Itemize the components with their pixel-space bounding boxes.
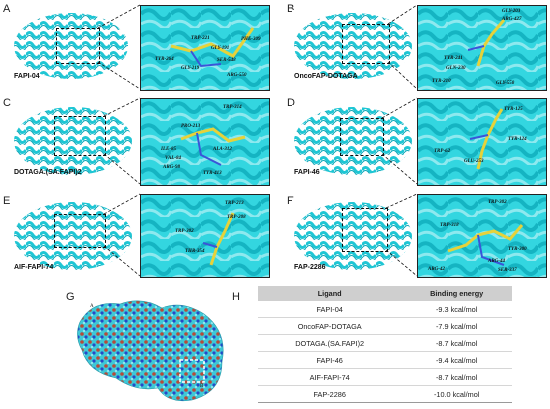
residue-label: ILE-85 <box>161 147 176 152</box>
binding-energy-table: Ligand Binding energy FAPI-04 -9.3 kcal/… <box>258 286 512 403</box>
residue-label: GLY-219 <box>181 66 200 71</box>
residue-label: GLY-203 <box>502 9 521 14</box>
residue-label: ARG-427 <box>502 17 522 22</box>
ligand-cell: AIF-FAPI-74 <box>258 368 402 386</box>
residue-label: ARG-44 <box>488 259 505 264</box>
ligand-label-e: AIF-FAPI-74 <box>14 264 54 271</box>
surface-marker-a: A <box>90 304 94 309</box>
panel-letter-h: H <box>232 291 240 303</box>
table-row: FAPI-46 -9.4 kcal/mol <box>258 351 512 369</box>
ligand-cell: FAP-2286 <box>258 385 402 403</box>
zoom-view-e: TRP-213 TRP-208 TRP-302 THR-354 <box>140 194 270 278</box>
zoom-view-c: PRO-213 TRP-314 ALA-312 ILE-85 VAL-84 AR… <box>140 98 270 186</box>
dashed-box-d <box>340 118 384 156</box>
dashed-box-f <box>342 208 388 252</box>
surface-marker-b: B <box>200 384 204 389</box>
residue-label: THR-354 <box>185 249 205 254</box>
panel-letter-g: G <box>66 291 75 303</box>
residue-label: PHE-309 <box>241 37 261 42</box>
panel-letter-f: F <box>287 195 294 207</box>
residue-label: TRP-213 <box>225 201 244 206</box>
column-header-binding-energy: Binding energy <box>401 286 512 301</box>
energy-cell: -9.3 kcal/mol <box>401 301 512 318</box>
ligand-label-d: FAPI-46 <box>294 169 320 176</box>
residue-label: TRP-302 <box>488 200 507 205</box>
dashed-box-b <box>342 24 390 64</box>
ligand-label-b: OncoFAP-DOTAGA <box>294 73 358 80</box>
energy-cell: -9.4 kcal/mol <box>401 351 512 369</box>
ligand-cell: FAPI-46 <box>258 351 402 369</box>
ligand-label-a: FAPI-04 <box>14 73 40 80</box>
panel-letter-d: D <box>287 97 295 109</box>
panel-letter-b: B <box>287 3 295 15</box>
table-row: FAPI-04 -9.3 kcal/mol <box>258 301 512 318</box>
residue-label: TYR-264 <box>155 57 174 62</box>
residue-label: ALA-312 <box>213 147 232 152</box>
ligand-cell: FAPI-04 <box>258 301 402 318</box>
dashed-box-a <box>56 28 100 64</box>
table-row: OncoFAP-DOTAGA -7.9 kcal/mol <box>258 317 512 335</box>
residue-label: TYR-124 <box>508 137 527 142</box>
residue-label: TYR-210 <box>432 79 451 84</box>
energy-cell: -8.7 kcal/mol <box>401 334 512 352</box>
residue-label: GLY-550 <box>496 81 515 86</box>
protein-ribbon-b <box>292 10 414 80</box>
ligand-cell: DOTAGA.(SA.FAPI)2 <box>258 334 402 352</box>
residue-label: TYR-413 <box>203 171 222 176</box>
residue-label: SER-337 <box>498 268 517 273</box>
residue-label: TRP-302 <box>175 229 194 234</box>
ligand-label-f: FAP-2286 <box>294 264 326 271</box>
table-header-row: Ligand Binding energy <box>258 286 512 301</box>
panel-letter-c: C <box>3 97 11 109</box>
residue-label: ARG-98 <box>163 165 180 170</box>
ligand-label-c: DOTAGA.(SA.FAPI)2 <box>14 169 82 176</box>
residue-label: ARG-42 <box>428 267 445 272</box>
zoom-view-b: GLY-203 ARG-427 TYR-241 GLN-230 TYR-210 … <box>417 5 547 91</box>
dashed-box-e <box>54 214 106 248</box>
residue-label: ARG-550 <box>227 73 247 78</box>
panel-letter-a: A <box>3 3 11 15</box>
energy-cell: -7.9 kcal/mol <box>401 317 512 335</box>
energy-cell: -10.0 kcal/mol <box>401 385 512 403</box>
zoom-view-f: TRP-302 TRP-318 TYR-300 ARG-44 SER-337 A… <box>417 194 547 278</box>
dashed-box-c <box>54 116 106 156</box>
table-row: DOTAGA.(SA.FAPI)2 -8.7 kcal/mol <box>258 334 512 352</box>
protein-surface: A B <box>72 292 232 404</box>
residue-label: TRP-314 <box>223 105 242 110</box>
residue-label: GLY-191 <box>211 46 230 51</box>
ligand-cell: OncoFAP-DOTAGA <box>258 317 402 335</box>
column-header-ligand: Ligand <box>258 286 402 301</box>
residue-label: TYR-241 <box>444 56 463 61</box>
zoom-view-d: TYR-125 TYR-124 GLU-253 TRP-62 <box>417 98 547 186</box>
residue-label: TRP-208 <box>227 215 246 220</box>
table-row: FAP-2286 -10.0 kcal/mol <box>258 385 512 403</box>
residue-label: PRO-213 <box>181 124 201 129</box>
panel-letter-e: E <box>3 195 11 207</box>
table-row: AIF-FAPI-74 -8.7 kcal/mol <box>258 368 512 386</box>
residue-label: GLN-230 <box>446 66 466 71</box>
residue-label: GLU-253 <box>464 159 484 164</box>
residue-label: TYR-300 <box>508 247 527 252</box>
residue-label: VAL-84 <box>165 156 182 161</box>
residue-label: SER-548 <box>217 58 236 63</box>
residue-label: TRP-221 <box>191 36 210 41</box>
zoom-view-a: TRP-221 TYR-264 GLY-219 SER-548 ARG-550 … <box>140 5 270 91</box>
residue-label: TYR-125 <box>504 107 523 112</box>
residue-label: TRP-318 <box>440 223 459 228</box>
energy-cell: -8.7 kcal/mol <box>401 368 512 386</box>
residue-label: TRP-62 <box>434 149 451 154</box>
